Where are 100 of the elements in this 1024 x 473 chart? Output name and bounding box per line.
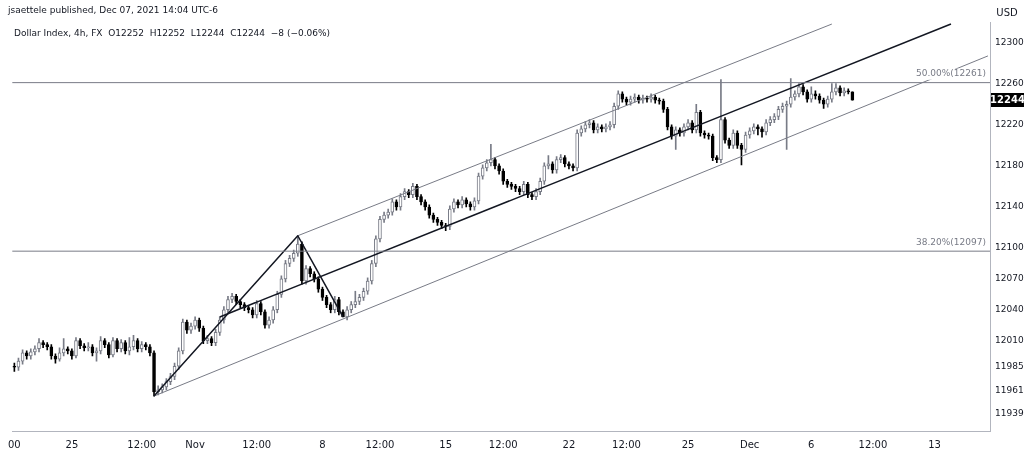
candlestick [501,168,506,185]
candlestick [587,119,592,129]
x-tick-label: 25 [681,438,695,450]
x-tick-label: Nov [185,438,205,450]
candlestick [706,132,711,140]
candlestick [521,180,526,195]
x-tick-label: 8 [319,438,326,450]
candlestick [41,340,45,349]
candlestick [599,124,604,133]
candlestick [513,184,518,192]
candlestick [657,97,662,105]
y-tick-label: 12140 [995,201,1024,212]
candlestick [353,290,358,309]
x-tick-label: 12:00 [242,438,272,450]
candlestick [111,337,115,358]
chart-subtitle: jsaettele published, Dec 07, 2021 14:04 UTC-6 [8,5,219,15]
y-tick-label: 12040 [995,304,1024,315]
candlestick [464,197,469,208]
candlestick [102,338,107,349]
x-tick-label: 12:00 [127,438,157,450]
candlestick [608,121,612,131]
y-tick-label: 12010 [995,334,1024,345]
candlestick [390,198,395,216]
candlestick [567,161,571,170]
y-tick-label: 11985 [995,360,1024,371]
candlestick [74,337,78,359]
candlestick [595,123,600,134]
candlestick [115,338,119,353]
candlestick [107,342,111,359]
y-tick-label: 12300 [995,36,1024,47]
candlestick [764,119,768,136]
candlestick [546,155,551,170]
candlestick [452,198,456,213]
candlestick [809,86,814,103]
candlestick [801,84,805,96]
candlestick [275,290,280,314]
candlestick [304,265,308,285]
candlestick [530,192,534,201]
y-tick-label: 12220 [995,119,1024,130]
candlestick [139,341,144,353]
text: Dollar Index, 4h, FX O12252 H12252 L12244 C12244 −8 (−0.06%) [14,28,331,38]
candlestick [497,163,501,175]
candlestick [70,348,74,360]
candlestick [226,296,230,314]
y-tick-label: 11961 [995,385,1024,396]
candlestick [710,133,715,162]
candlestick [751,123,756,135]
y-tick-label: 12070 [995,273,1024,284]
y-tick-label: 12100 [995,242,1024,253]
candlestick [345,306,349,321]
candlestick [423,199,427,211]
candlestick [152,350,156,397]
candlestick [328,302,333,314]
candlestick [300,241,304,285]
candlestick [189,322,193,334]
candlestick [271,306,275,324]
candlestick [493,157,497,170]
candlestick [312,271,317,283]
candlestick [727,137,731,149]
candlestick [143,342,148,351]
annotation: 12244 [990,93,1024,105]
candlestick [419,194,423,206]
candlestick [263,309,267,329]
candlestick [575,129,579,172]
candlestick [65,346,70,355]
candlestick [246,305,251,314]
candlestick [230,292,234,303]
candlestick [825,95,830,108]
candlestick [45,342,50,351]
candlestick [447,205,452,230]
y-tick-label: 12260 [995,78,1024,88]
candlestick [484,159,489,172]
candlestick [838,85,842,97]
x-tick-label: 6 [808,438,815,450]
candlestick [686,119,690,131]
candlestick [148,344,152,357]
candlestick [37,338,41,353]
candlestick [185,319,189,334]
candlestick [534,188,538,201]
candlestick [193,316,197,330]
candlestick [254,300,259,319]
x-tick-label: 12:00 [488,438,518,450]
candlestick [259,301,263,316]
candlestick [411,183,415,199]
candlestick [267,316,271,329]
candlestick [308,266,312,278]
candlestick [784,100,789,150]
candlestick [694,103,699,134]
candlestick [382,211,386,223]
ref-line-label: 38.20%(12097) [916,237,986,248]
x-tick-label: 22 [562,438,576,450]
x-tick-label: Dec [740,438,760,450]
candlestick [33,345,37,356]
x-tick-label: 12:00 [365,438,395,450]
candlestick [509,181,514,190]
x-tick-label: 13 [928,438,941,450]
candlestick [731,129,736,149]
x-tick-label: 12:00 [612,438,641,450]
text: USD [996,6,1018,18]
candlestick [805,89,810,103]
